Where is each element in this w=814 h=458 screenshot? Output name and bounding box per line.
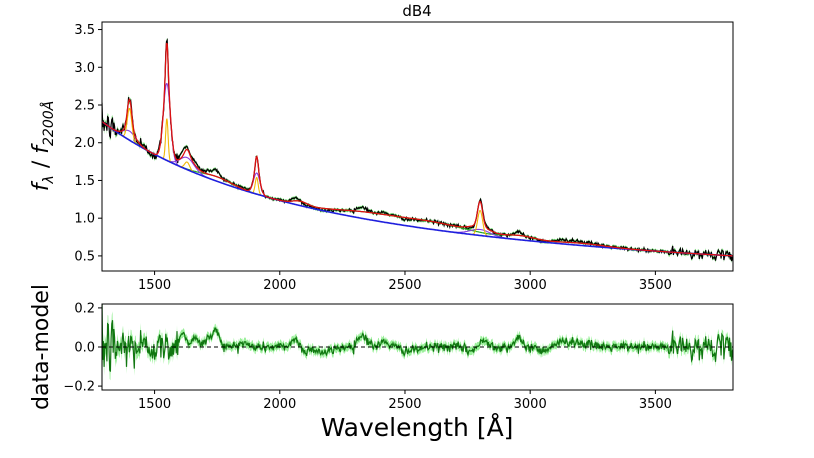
spectrum-y-label: fλ / f2200Å	[29, 101, 57, 191]
chart-title: dB4	[402, 2, 431, 20]
spectrum-y-tick-label: 1.5	[74, 174, 95, 189]
spectrum-x-tick-label: 3000	[514, 278, 547, 293]
residual-y-label: data-model	[29, 284, 54, 410]
data-series	[102, 37, 733, 262]
spectrum-panel: dB4 1500 2000 2500 3000 3500 0.5 1.0 1.5 2.0 2.5…	[29, 2, 734, 293]
spectrum-x-tick-label: 1500	[138, 278, 171, 293]
residual-series	[102, 304, 733, 372]
x-axis-label: Wavelength [Å]	[321, 413, 514, 442]
residual-y-ticks: −0.2 0.0 0.2	[63, 301, 102, 395]
continuum-series	[102, 120, 733, 257]
spectrum-x-tick-label: 3500	[639, 278, 672, 293]
residual-x-tick-label: 1500	[138, 397, 171, 412]
feii-template-series	[102, 121, 733, 257]
residual-x-tick-label: 3000	[514, 397, 547, 412]
spectrum-axes-frame	[101, 21, 734, 272]
total-model-series	[102, 42, 733, 257]
spectrum-plot-area	[102, 37, 733, 264]
spectrum-x-tick-label: 2500	[388, 278, 421, 293]
spectrum-x-tick-label: 2000	[263, 278, 296, 293]
residual-x-tick-label: 3500	[639, 397, 672, 412]
spectrum-x-ticks: 1500 2000 2500 3000 3500	[138, 271, 672, 293]
residual-error-band	[102, 304, 733, 381]
residual-x-ticks: 1500 2000 2500 3000 3500	[138, 390, 672, 412]
data-error-band	[102, 38, 733, 264]
spectrum-y-tick-label: 3.0	[74, 61, 95, 76]
residual-x-tick-label: 2500	[388, 397, 421, 412]
residual-y-tick-label: 0.2	[74, 301, 95, 316]
spectrum-y-tick-label: 2.5	[74, 99, 95, 114]
residual-plot-area	[102, 304, 733, 381]
spectrum-y-tick-label: 0.5	[74, 249, 95, 264]
spectrum-y-tick-label: 3.5	[74, 23, 95, 38]
residual-panel: 1500 2000 2500 3000 3500 −0.2 0.0 0.2 data-mod…	[29, 284, 734, 442]
spectrum-y-ticks: 0.5 1.0 1.5 2.0 2.5 3.0 3.5	[74, 23, 102, 264]
residual-x-tick-label: 2000	[263, 397, 296, 412]
residual-y-tick-label: 0.0	[74, 341, 95, 356]
spectrum-y-tick-label: 2.0	[74, 136, 95, 151]
narrow-component-1	[161, 118, 173, 164]
residual-y-tick-label: −0.2	[63, 380, 95, 395]
spectrum-y-tick-label: 1.0	[74, 212, 95, 227]
